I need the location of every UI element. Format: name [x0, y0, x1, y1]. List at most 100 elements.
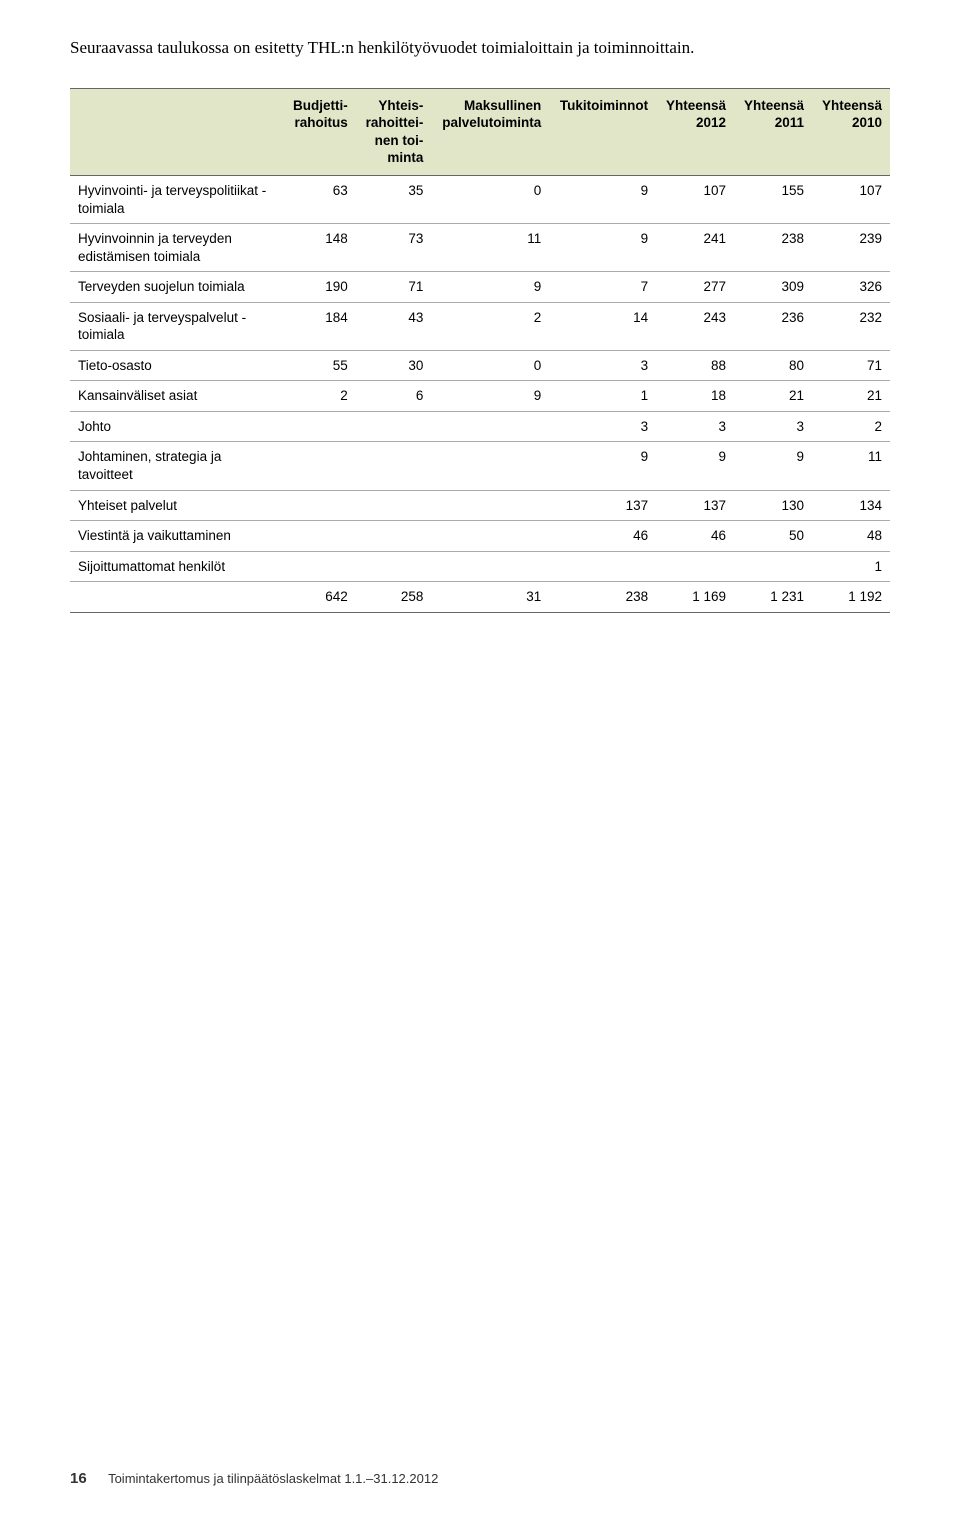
row-label: Hyvinvointi- ja terveyspolitiikat -toimi…	[70, 175, 283, 223]
row-value: 0	[431, 175, 549, 223]
row-value	[356, 490, 432, 521]
table-row: Sijoittumattomat henkilöt 1	[70, 551, 890, 582]
table-row: Johtaminen, strategia ja tavoitteet99911	[70, 442, 890, 490]
row-value	[431, 490, 549, 521]
footer-text: Toimintakertomus ja tilinpäätöslaskelmat…	[108, 1471, 438, 1486]
row-value: 107	[812, 175, 890, 223]
row-value: 232	[812, 302, 890, 350]
row-value: 9	[656, 442, 734, 490]
row-value	[549, 551, 656, 582]
row-value: 48	[812, 521, 890, 552]
row-value: 9	[431, 272, 549, 303]
col-header-yhteensa-2012: Yhteensä2012	[656, 88, 734, 175]
row-value: 148	[283, 224, 356, 272]
row-label: Tieto-osasto	[70, 350, 283, 381]
row-label	[70, 582, 283, 613]
row-value: 137	[656, 490, 734, 521]
row-value: 71	[356, 272, 432, 303]
row-value: 130	[734, 490, 812, 521]
row-value: 1	[812, 551, 890, 582]
row-value: 2	[431, 302, 549, 350]
table-row: Hyvinvoinnin ja terveyden edistämisen to…	[70, 224, 890, 272]
row-value: 134	[812, 490, 890, 521]
table-row: Terveyden suojelun toimiala1907197277309…	[70, 272, 890, 303]
row-value: 31	[431, 582, 549, 613]
row-value: 46	[656, 521, 734, 552]
row-value: 55	[283, 350, 356, 381]
table-row: Kansainväliset asiat2691182121	[70, 381, 890, 412]
col-header-yhteensa-2011: Yhteensä2011	[734, 88, 812, 175]
row-value: 3	[549, 411, 656, 442]
row-value: 88	[656, 350, 734, 381]
row-value: 107	[656, 175, 734, 223]
row-value	[283, 490, 356, 521]
row-label: Kansainväliset asiat	[70, 381, 283, 412]
row-value: 3	[734, 411, 812, 442]
row-value: 238	[734, 224, 812, 272]
row-value: 309	[734, 272, 812, 303]
table-row: Viestintä ja vaikuttaminen46465048	[70, 521, 890, 552]
row-value: 11	[812, 442, 890, 490]
row-value: 35	[356, 175, 432, 223]
table-row: Yhteiset palvelut137137130134	[70, 490, 890, 521]
row-label: Terveyden suojelun toimiala	[70, 272, 283, 303]
row-value: 9	[431, 381, 549, 412]
table-row: Hyvinvointi- ja terveyspolitiikat -toimi…	[70, 175, 890, 223]
row-value: 21	[812, 381, 890, 412]
row-value: 1 169	[656, 582, 734, 613]
row-label: Yhteiset palvelut	[70, 490, 283, 521]
row-label: Sosiaali- ja terveyspalvelut -toimiala	[70, 302, 283, 350]
row-value: 3	[549, 350, 656, 381]
row-value: 18	[656, 381, 734, 412]
row-value: 277	[656, 272, 734, 303]
personnel-table: Budjetti-rahoitus Yhteis-rahoittei-nen t…	[70, 88, 890, 613]
table-row: Sosiaali- ja terveyspalvelut -toimiala18…	[70, 302, 890, 350]
table-header-row: Budjetti-rahoitus Yhteis-rahoittei-nen t…	[70, 88, 890, 175]
page-footer: 16 Toimintakertomus ja tilinpäätöslaskel…	[70, 1470, 438, 1487]
row-value: 9	[734, 442, 812, 490]
row-value: 1 192	[812, 582, 890, 613]
col-header-budjetti: Budjetti-rahoitus	[283, 88, 356, 175]
row-value: 239	[812, 224, 890, 272]
row-value: 2	[283, 381, 356, 412]
page-number: 16	[70, 1470, 87, 1487]
row-value: 11	[431, 224, 549, 272]
row-value: 80	[734, 350, 812, 381]
row-value	[734, 551, 812, 582]
row-value: 7	[549, 272, 656, 303]
row-label: Sijoittumattomat henkilöt	[70, 551, 283, 582]
row-value: 30	[356, 350, 432, 381]
col-header-yhteisrahoitteinen: Yhteis-rahoittei-nen toi-minta	[356, 88, 432, 175]
row-value	[356, 551, 432, 582]
table-row: 642258312381 1691 2311 192	[70, 582, 890, 613]
row-value: 9	[549, 442, 656, 490]
row-value	[356, 521, 432, 552]
row-value: 63	[283, 175, 356, 223]
row-value: 46	[549, 521, 656, 552]
row-value	[431, 521, 549, 552]
col-header-tukitoiminnot: Tukitoiminnot	[549, 88, 656, 175]
row-value: 50	[734, 521, 812, 552]
row-value	[283, 411, 356, 442]
row-value: 0	[431, 350, 549, 381]
row-value: 14	[549, 302, 656, 350]
row-value: 184	[283, 302, 356, 350]
row-value: 238	[549, 582, 656, 613]
row-value	[431, 411, 549, 442]
row-value	[356, 442, 432, 490]
col-header-maksullinen: Maksullinenpalvelutoiminta	[431, 88, 549, 175]
row-label: Johtaminen, strategia ja tavoitteet	[70, 442, 283, 490]
row-value: 241	[656, 224, 734, 272]
row-value: 9	[549, 175, 656, 223]
row-value: 236	[734, 302, 812, 350]
row-value: 190	[283, 272, 356, 303]
row-value	[656, 551, 734, 582]
row-value: 642	[283, 582, 356, 613]
col-header-rowlabel	[70, 88, 283, 175]
row-value: 9	[549, 224, 656, 272]
row-value	[283, 442, 356, 490]
row-value	[283, 551, 356, 582]
row-label: Johto	[70, 411, 283, 442]
col-header-yhteensa-2010: Yhteensä2010	[812, 88, 890, 175]
row-value: 43	[356, 302, 432, 350]
